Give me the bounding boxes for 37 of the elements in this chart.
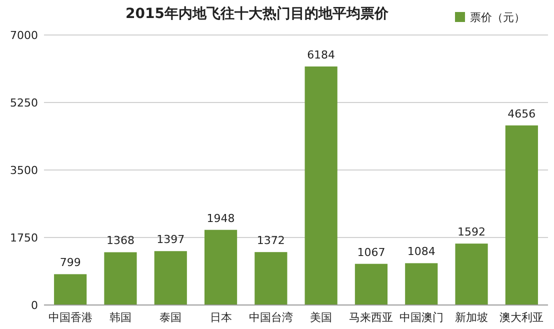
data-label: 1084 bbox=[407, 245, 436, 258]
data-label: 1397 bbox=[156, 233, 185, 246]
x-tick-label: 新加坡 bbox=[455, 311, 488, 324]
bar bbox=[405, 263, 438, 305]
bar bbox=[154, 251, 187, 305]
x-tick-label: 马来西亚 bbox=[349, 311, 394, 324]
x-tick-label: 日本 bbox=[210, 311, 232, 324]
x-tick-label: 澳大利亚 bbox=[500, 311, 544, 324]
x-tick-label: 美国 bbox=[310, 311, 332, 324]
bar bbox=[254, 252, 288, 305]
data-label: 1372 bbox=[256, 234, 285, 248]
data-label: 1592 bbox=[458, 226, 486, 239]
x-tick-label: 中国台湾 bbox=[248, 311, 293, 324]
bar bbox=[204, 230, 238, 305]
data-label: 6184 bbox=[307, 48, 336, 62]
x-tick-label: 韩国 bbox=[109, 311, 132, 324]
data-label: 1368 bbox=[106, 234, 134, 248]
y-tick-label: 5250 bbox=[10, 96, 38, 110]
y-tick-label: 0 bbox=[31, 299, 38, 312]
x-tick-label: 中国澳门 bbox=[399, 311, 444, 324]
y-tick-label: 7000 bbox=[10, 29, 38, 42]
x-tick-label: 中国香港 bbox=[48, 311, 92, 324]
data-label: 1948 bbox=[206, 212, 235, 225]
legend-label: 票价（元） bbox=[470, 11, 525, 24]
bar bbox=[505, 125, 538, 305]
bar bbox=[104, 252, 137, 305]
bar bbox=[54, 274, 87, 305]
data-label: 799 bbox=[60, 256, 81, 270]
bar bbox=[455, 244, 488, 305]
bar bbox=[354, 264, 388, 305]
bar bbox=[304, 66, 338, 305]
y-tick-label: 3500 bbox=[10, 164, 38, 177]
y-tick-label: 1750 bbox=[10, 232, 38, 244]
data-label: 1067 bbox=[357, 246, 386, 259]
data-label: 4656 bbox=[508, 107, 536, 120]
chart-title: 2015年内地飞往十大热门目的地平均票价 bbox=[126, 5, 390, 22]
x-tick-label: 泰国 bbox=[160, 311, 182, 324]
